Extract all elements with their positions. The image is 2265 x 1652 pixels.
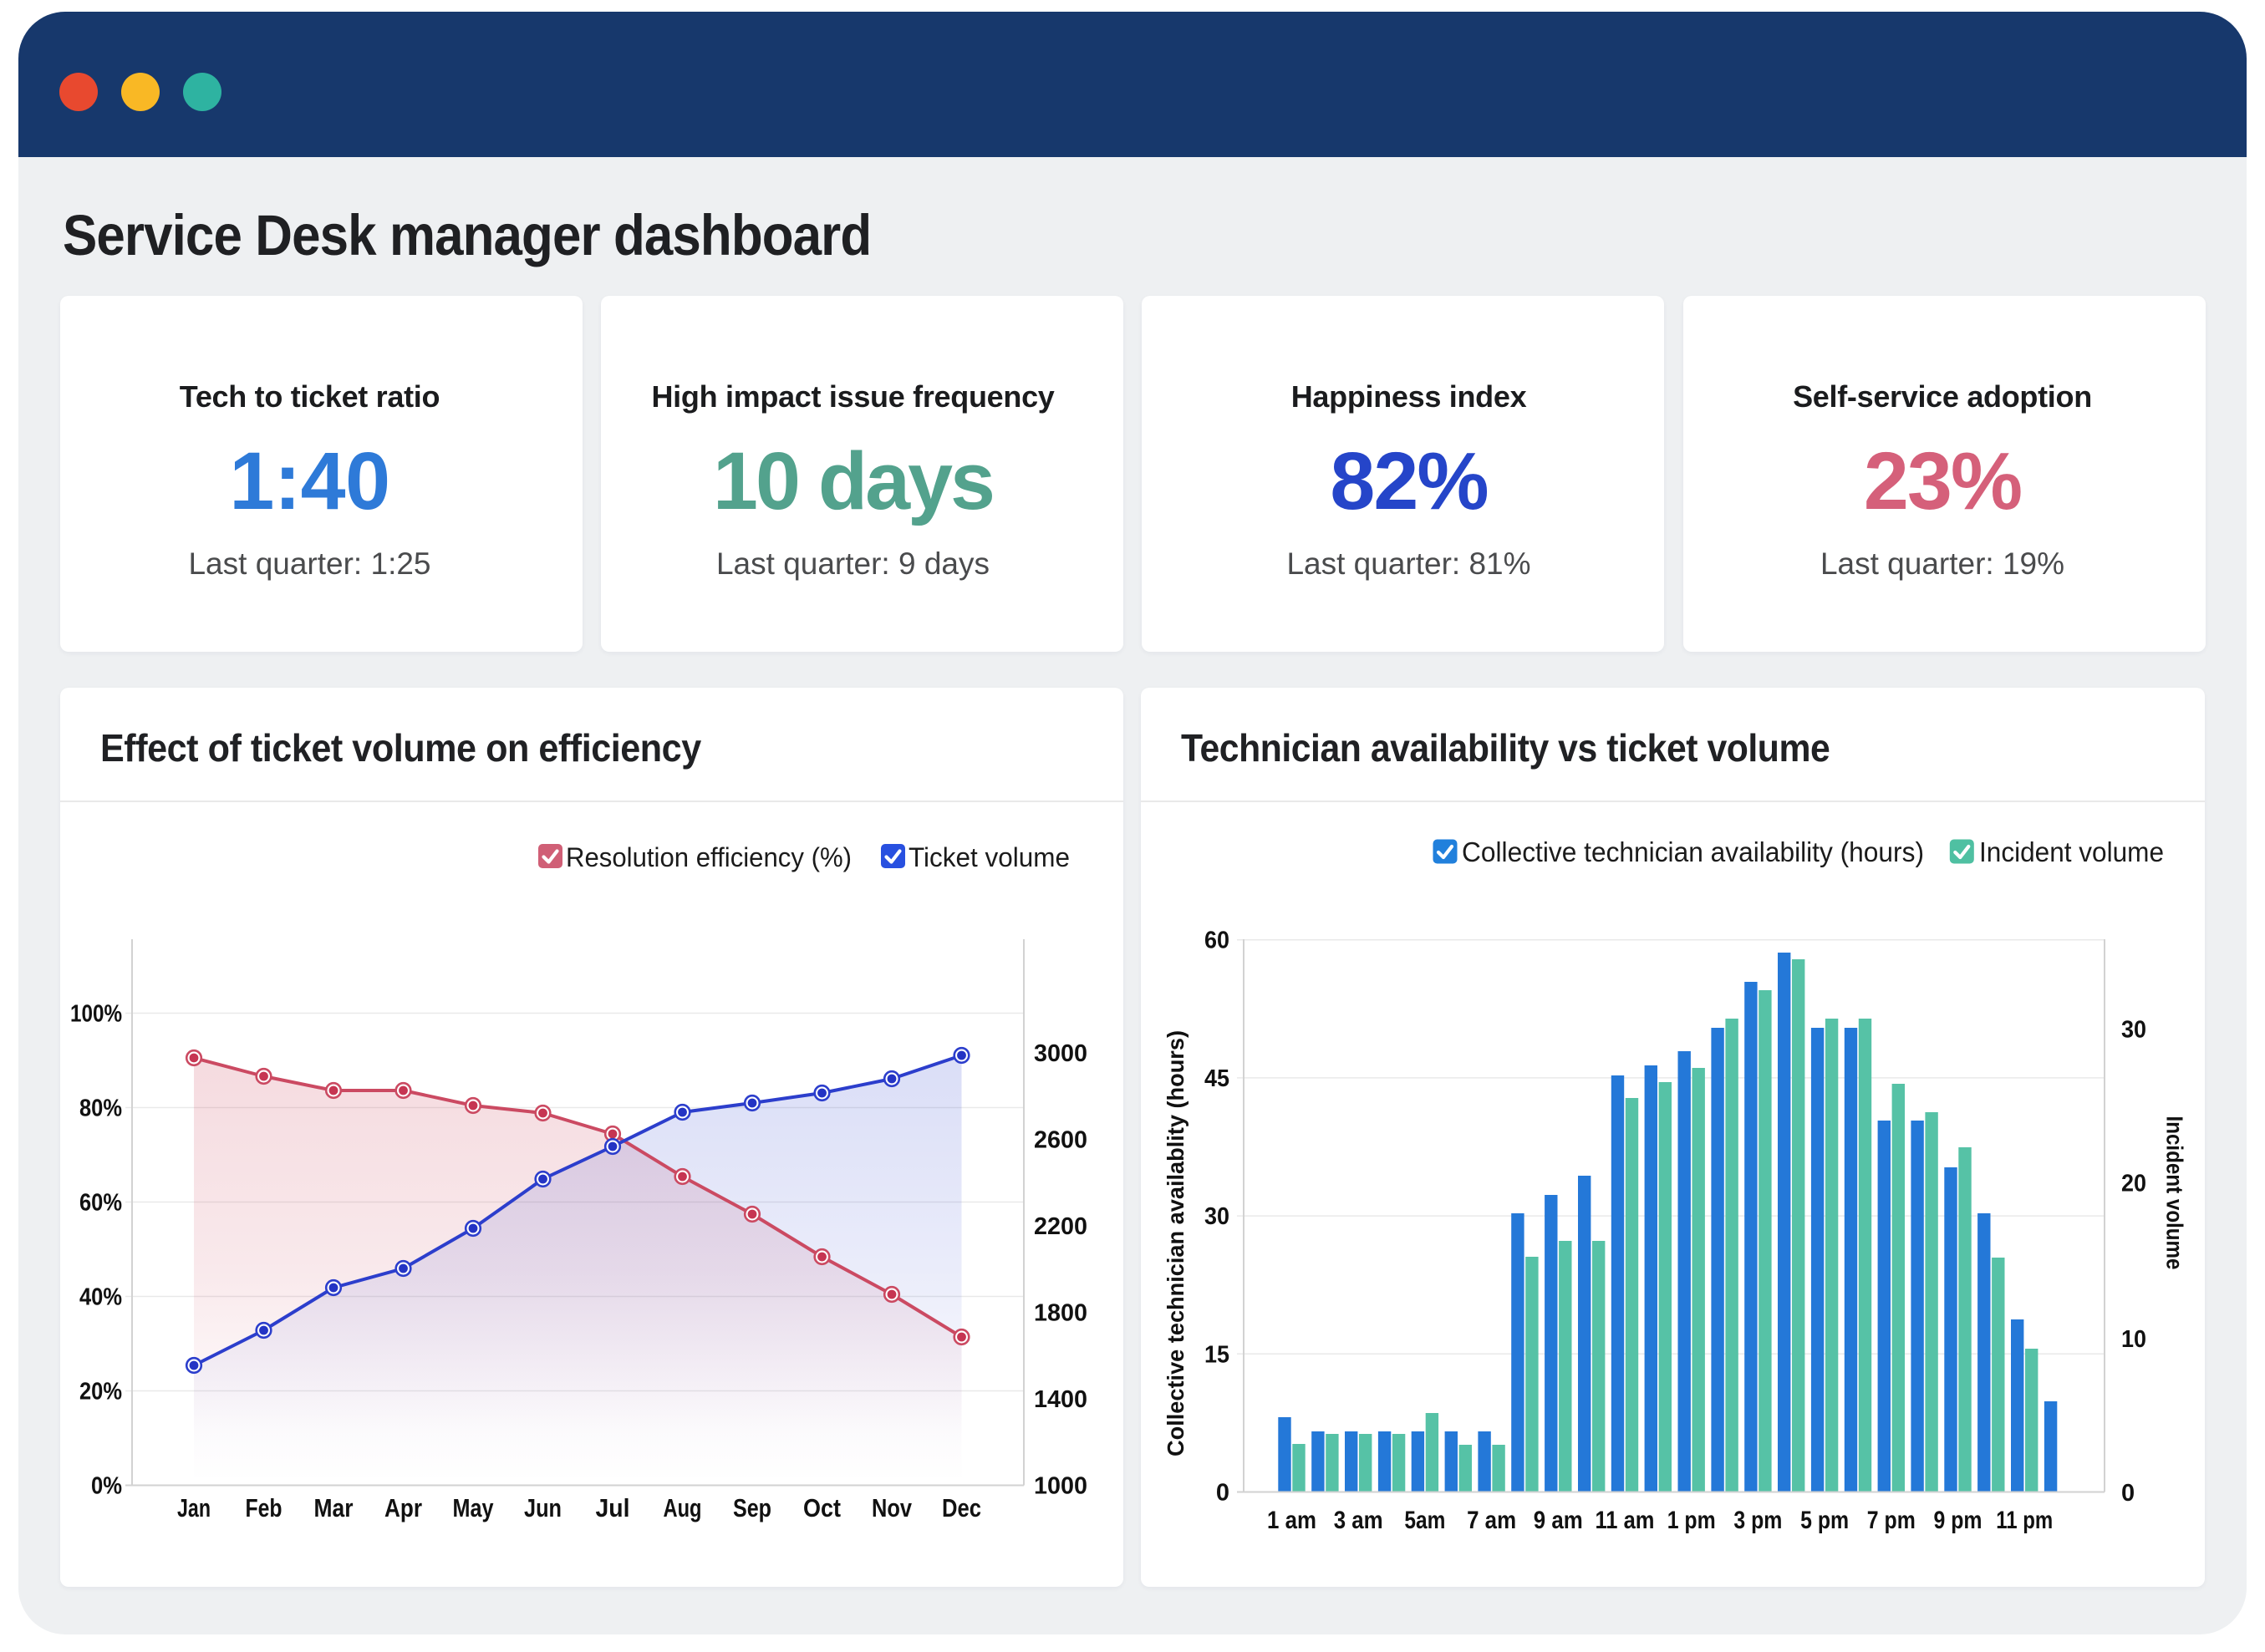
svg-text:Dec: Dec [942, 1493, 981, 1522]
svg-text:7 am: 7 am [1467, 1507, 1516, 1534]
svg-text:5am: 5am [1404, 1507, 1445, 1534]
svg-text:1000: 1000 [1034, 1473, 1087, 1500]
svg-text:1 am: 1 am [1267, 1507, 1316, 1534]
svg-text:Mar: Mar [314, 1493, 354, 1522]
svg-text:100%: 100% [70, 1001, 122, 1028]
svg-text:Collective technician availabi: Collective technician availability (hour… [1462, 836, 1924, 867]
svg-text:1800: 1800 [1034, 1300, 1087, 1327]
svg-text:3 am: 3 am [1334, 1507, 1383, 1534]
svg-text:Incident volume: Incident volume [1979, 836, 2164, 867]
svg-text:11 am: 11 am [1596, 1507, 1655, 1534]
svg-text:1400: 1400 [1034, 1386, 1087, 1413]
svg-text:11 pm: 11 pm [1996, 1507, 2053, 1534]
svg-text:3 pm: 3 pm [1733, 1507, 1782, 1534]
svg-text:20: 20 [2121, 1171, 2146, 1197]
svg-text:Ticket volume: Ticket volume [909, 842, 1070, 872]
svg-text:Aug: Aug [664, 1493, 702, 1522]
svg-text:2600: 2600 [1034, 1127, 1087, 1154]
svg-text:45: 45 [1204, 1065, 1229, 1092]
svg-text:0: 0 [1216, 1480, 1229, 1507]
svg-text:80%: 80% [79, 1095, 122, 1122]
svg-text:Apr: Apr [384, 1493, 422, 1522]
svg-text:0: 0 [2121, 1480, 2135, 1507]
svg-text:10: 10 [2121, 1326, 2146, 1353]
svg-text:Nov: Nov [872, 1493, 913, 1522]
svg-text:Collective technician availabl: Collective technician availablity (hours… [1163, 1030, 1188, 1456]
svg-text:15: 15 [1204, 1341, 1229, 1368]
svg-text:60%: 60% [79, 1190, 122, 1217]
svg-text:60: 60 [1204, 928, 1229, 954]
svg-text:Jun: Jun [524, 1493, 562, 1522]
svg-text:9 am: 9 am [1534, 1507, 1583, 1534]
svg-text:1 pm: 1 pm [1667, 1507, 1716, 1534]
svg-text:9 pm: 9 pm [1934, 1507, 1983, 1534]
svg-text:Incident volume: Incident volume [2162, 1116, 2188, 1270]
svg-text:5 pm: 5 pm [1800, 1507, 1849, 1534]
svg-text:30: 30 [1204, 1203, 1229, 1230]
svg-text:3000: 3000 [1034, 1040, 1087, 1067]
svg-text:2200: 2200 [1034, 1213, 1087, 1240]
svg-text:Resolution efficiency (%): Resolution efficiency (%) [566, 842, 852, 872]
svg-text:7 pm: 7 pm [1867, 1507, 1916, 1534]
svg-text:Jul: Jul [596, 1493, 630, 1522]
svg-text:20%: 20% [79, 1379, 122, 1405]
svg-text:Sep: Sep [733, 1493, 771, 1522]
svg-text:May: May [453, 1493, 495, 1522]
svg-text:Oct: Oct [803, 1493, 841, 1522]
svg-text:0%: 0% [91, 1473, 122, 1500]
svg-text:Jan: Jan [177, 1493, 211, 1522]
svg-text:40%: 40% [79, 1284, 122, 1311]
svg-text:30: 30 [2121, 1016, 2146, 1043]
svg-text:Feb: Feb [246, 1493, 282, 1522]
